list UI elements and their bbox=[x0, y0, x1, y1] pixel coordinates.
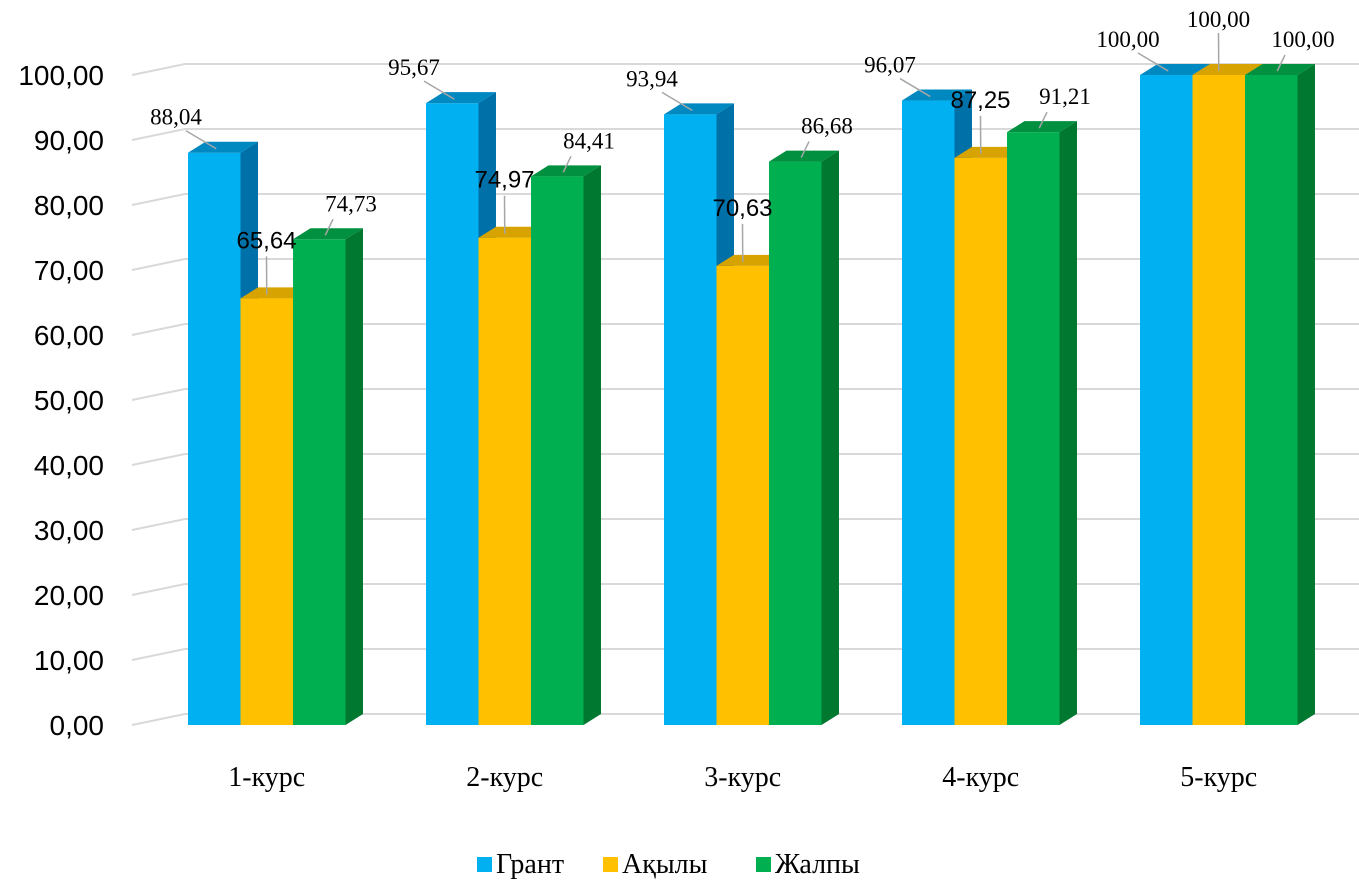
bar-front bbox=[716, 265, 769, 725]
data-label: 91,21 bbox=[1039, 84, 1091, 109]
bar-top bbox=[531, 165, 601, 177]
leader-line bbox=[661, 91, 693, 112]
bar-side bbox=[583, 165, 601, 725]
x-tick-label: 5-курс bbox=[1180, 762, 1257, 793]
bar-front bbox=[240, 298, 293, 725]
leader-line bbox=[899, 77, 931, 98]
legend-swatch bbox=[477, 857, 492, 872]
y-tick-label: 60,00 bbox=[34, 320, 104, 351]
bar bbox=[293, 228, 363, 725]
y-tick-label: 80,00 bbox=[34, 190, 104, 221]
bar-top bbox=[426, 92, 496, 104]
legend-swatch bbox=[603, 857, 618, 872]
y-tick-label: 0,00 bbox=[50, 710, 105, 741]
leader-line bbox=[800, 141, 810, 158]
bar-side bbox=[1059, 121, 1077, 725]
gridline bbox=[131, 63, 1359, 76]
data-label: 96,07 bbox=[864, 53, 916, 78]
data-label: 88,04 bbox=[150, 105, 202, 130]
bar-top bbox=[1192, 64, 1263, 75]
y-tick-label: 100,00 bbox=[18, 60, 104, 91]
bar-top bbox=[293, 228, 363, 240]
data-label: 93,94 bbox=[626, 66, 678, 91]
data-label: 100,00 bbox=[1271, 27, 1334, 52]
data-label: 84,41 bbox=[563, 128, 615, 153]
bar-top bbox=[664, 103, 734, 115]
bar-front bbox=[1007, 132, 1060, 725]
data-label: 100,00 bbox=[1187, 7, 1250, 32]
bar-front bbox=[769, 161, 822, 725]
leader-line bbox=[324, 218, 334, 236]
leader-line bbox=[185, 130, 217, 150]
bar-front bbox=[188, 152, 241, 726]
data-label: 74,97 bbox=[474, 167, 534, 194]
bar bbox=[769, 150, 839, 725]
legend: Грант Ақылы Жалпы bbox=[477, 849, 860, 880]
leader-line bbox=[1137, 52, 1169, 72]
bar-top bbox=[1245, 64, 1315, 75]
y-tick-label: 40,00 bbox=[34, 450, 104, 481]
data-label: 100,00 bbox=[1096, 27, 1159, 52]
leader-line bbox=[562, 156, 572, 173]
bar-front bbox=[293, 239, 346, 725]
bar-top bbox=[1007, 121, 1077, 133]
bar-front bbox=[1192, 75, 1245, 725]
leader-line bbox=[1276, 54, 1286, 72]
data-label: 70,63 bbox=[712, 195, 772, 222]
data-label: 95,67 bbox=[388, 55, 440, 80]
data-label: 65,64 bbox=[236, 227, 296, 254]
bar-front bbox=[954, 157, 1007, 725]
bar bbox=[188, 141, 258, 726]
bar-front bbox=[664, 114, 717, 725]
legend-label: Грант bbox=[496, 849, 564, 880]
x-tick-label: 4-курс bbox=[942, 762, 1019, 793]
x-tick-label: 1-курс bbox=[228, 762, 305, 793]
y-tick-label: 20,00 bbox=[34, 580, 104, 611]
bar-top bbox=[716, 254, 787, 266]
bar-front bbox=[531, 176, 584, 725]
bar bbox=[1245, 64, 1315, 725]
bar-front bbox=[1140, 75, 1193, 725]
leader-line bbox=[1038, 111, 1048, 129]
bar-side bbox=[345, 228, 363, 725]
x-tick-label: 2-курс bbox=[466, 762, 543, 793]
y-tick-label: 50,00 bbox=[34, 385, 104, 416]
legend-swatch bbox=[756, 857, 771, 872]
y-tick-label: 90,00 bbox=[34, 125, 104, 156]
bar bbox=[1007, 121, 1077, 725]
data-label: 87,25 bbox=[950, 87, 1010, 114]
y-tick-label: 30,00 bbox=[34, 515, 104, 546]
legend-label: Ақылы bbox=[622, 849, 708, 880]
bar-side bbox=[821, 150, 839, 725]
bar-top bbox=[240, 287, 311, 299]
bar-front bbox=[426, 103, 479, 725]
y-tick-label: 70,00 bbox=[34, 255, 104, 286]
bar-top bbox=[902, 89, 972, 101]
bar-front bbox=[478, 237, 531, 725]
x-tick-label: 3-курс bbox=[704, 762, 781, 793]
bar-side bbox=[1297, 64, 1315, 725]
bar-top bbox=[1140, 64, 1210, 75]
data-label: 86,68 bbox=[801, 114, 853, 139]
bar-front bbox=[902, 100, 955, 726]
bar bbox=[531, 165, 601, 725]
y-tick-label: 10,00 bbox=[34, 645, 104, 676]
leader-line bbox=[423, 80, 455, 100]
data-label: 74,73 bbox=[325, 191, 377, 216]
bar-top bbox=[478, 226, 549, 238]
bar-top bbox=[954, 146, 1025, 158]
bar-top bbox=[188, 141, 258, 153]
bar-top bbox=[769, 150, 839, 162]
legend-label: Жалпы bbox=[775, 849, 860, 880]
bar-front bbox=[1245, 75, 1298, 725]
